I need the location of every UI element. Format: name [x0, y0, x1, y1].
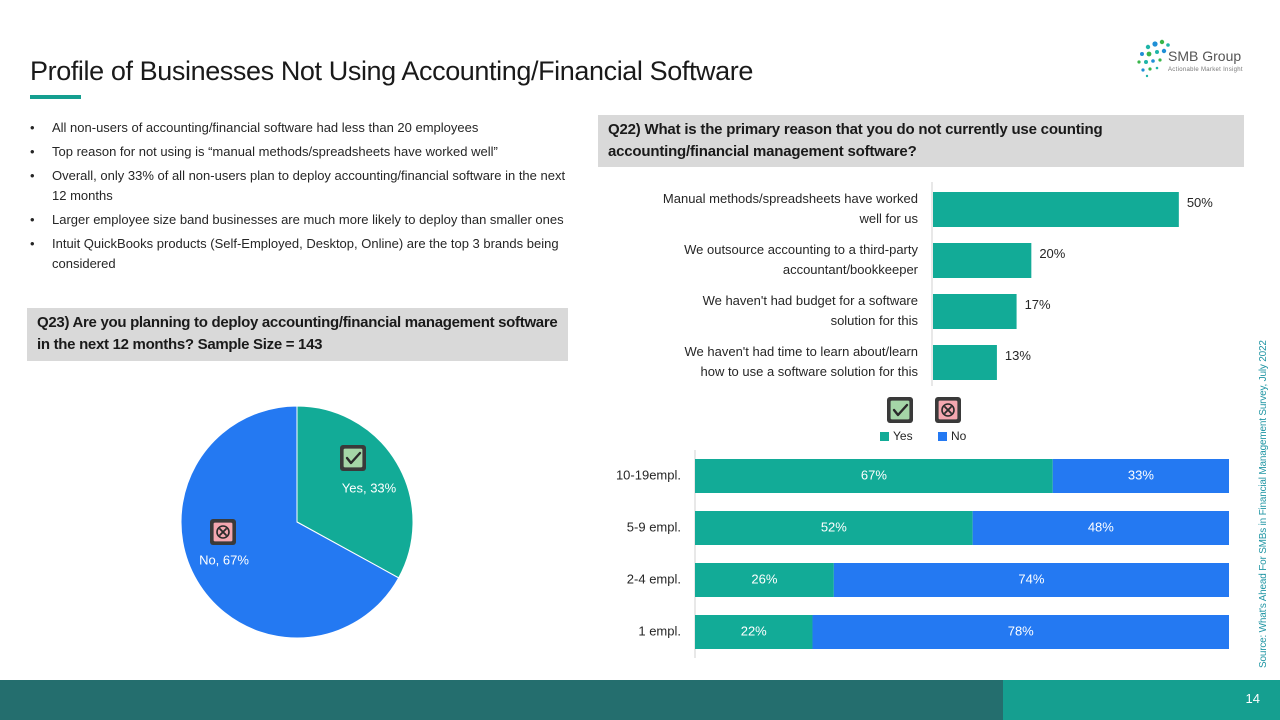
pie-slice-yes	[296, 405, 414, 579]
logo-name: SMB Group	[1168, 48, 1242, 64]
bullet-item: Overall, only 33% of all non-users plan …	[30, 166, 570, 206]
employee-band-label: 5-9 empl.	[627, 519, 681, 534]
reason-category-label: We haven't had time to learn about/learn	[685, 344, 919, 359]
cross-mark	[944, 406, 952, 414]
employee-band-label: 10-19empl.	[616, 467, 681, 482]
bullet-item: Intuit QuickBooks products (Self-Employe…	[30, 234, 570, 274]
stacked-value-label: 48%	[1088, 519, 1114, 534]
reason-category-label: Manual methods/spreadsheets have worked	[663, 191, 918, 206]
reason-category-label: We outsource accounting to a third-party	[684, 242, 918, 257]
check-mark	[892, 403, 909, 417]
stacked-bar-yes	[695, 459, 1053, 493]
reason-value-label: 50%	[1187, 195, 1213, 210]
reason-category-label: how to use a software solution for this	[700, 364, 918, 379]
smb-group-logo: SMB Group Actionable Market Insight	[1134, 34, 1254, 84]
check-mark	[345, 451, 362, 465]
page-title: Profile of Businesses Not Using Accounti…	[30, 56, 753, 86]
q23-question-box: Q23) Are you planning to deploy accounti…	[27, 308, 568, 361]
reason-value-label: 17%	[1025, 297, 1051, 312]
legend-label-no: No	[951, 429, 967, 443]
reason-bar	[933, 243, 1032, 278]
title-underline	[30, 95, 81, 99]
stacked-bar-yes	[695, 563, 834, 597]
pie-slice-no	[180, 405, 400, 639]
employee-band-label: 2-4 empl.	[627, 571, 681, 586]
legend-swatch-no	[938, 432, 947, 441]
stacked-value-label: 52%	[821, 519, 847, 534]
stacked-value-label: 78%	[1008, 623, 1034, 638]
stacked-bar-no	[833, 563, 1229, 597]
check-icon	[342, 447, 364, 469]
reason-category-label: solution for this	[831, 313, 919, 328]
check-icon	[889, 399, 911, 421]
footer-bar	[0, 680, 1003, 720]
stacked-bar-yes	[695, 511, 973, 545]
stacked-value-label: 33%	[1128, 467, 1154, 482]
stacked-bar-no	[812, 615, 1229, 649]
reason-value-label: 13%	[1005, 348, 1031, 363]
page-number: 14	[1245, 691, 1260, 706]
cross-mark	[219, 528, 227, 536]
bullet-item: All non-users of accounting/financial so…	[30, 118, 570, 138]
footer-page-area: 14	[1003, 680, 1280, 720]
stacked-bar-yes	[695, 615, 813, 649]
cross-circle	[216, 525, 230, 539]
bullet-item: Top reason for not using is “manual meth…	[30, 142, 570, 162]
cross-circle	[941, 403, 955, 417]
stacked-bar-no	[972, 511, 1229, 545]
source-note: Source: What's Ahead For SMBs in Financi…	[1258, 340, 1269, 668]
bullet-item: Larger employee size band businesses are…	[30, 210, 570, 230]
reason-bar	[933, 345, 997, 380]
pie-label: Yes, 33%	[342, 480, 397, 495]
reason-value-label: 20%	[1039, 246, 1065, 261]
pie-label: No, 67%	[199, 552, 249, 567]
stacked-bar-no	[1052, 459, 1229, 493]
reason-category-label: We haven't had budget for a software	[703, 293, 918, 308]
stacked-value-label: 67%	[861, 467, 887, 482]
key-findings-list: All non-users of accounting/financial so…	[30, 118, 570, 278]
reason-bar	[933, 192, 1179, 227]
reason-bar	[933, 294, 1017, 329]
stacked-value-label: 26%	[751, 571, 777, 586]
legend-label-yes: Yes	[893, 429, 913, 443]
reason-category-label: well for us	[858, 211, 918, 226]
legend-swatch-yes	[880, 432, 889, 441]
stacked-value-label: 22%	[741, 623, 767, 638]
employee-band-label: 1 empl.	[638, 623, 681, 638]
stacked-value-label: 74%	[1018, 571, 1044, 586]
reason-category-label: accountant/bookkeeper	[783, 262, 919, 277]
q22-question-box: Q22) What is the primary reason that you…	[598, 115, 1244, 167]
logo-dots-icon	[1137, 39, 1170, 78]
logo-tagline: Actionable Market Insight	[1168, 67, 1243, 73]
